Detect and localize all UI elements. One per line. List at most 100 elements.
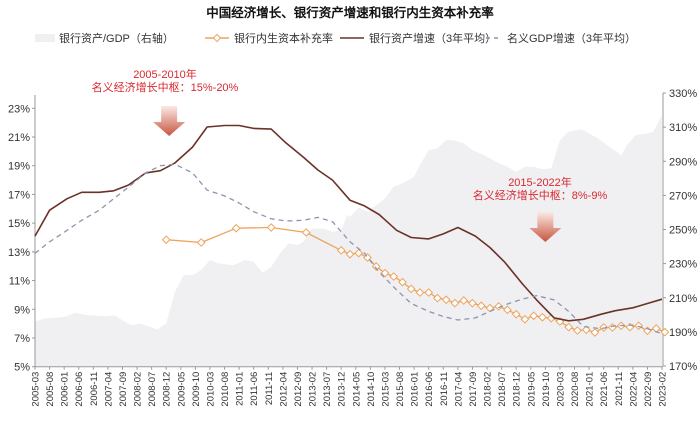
data-point-marker	[196, 238, 206, 247]
x-tick-label: 2005-08	[45, 372, 56, 407]
right-tick-label: 250%	[669, 225, 697, 237]
x-tick-label: 2005-03	[31, 372, 42, 407]
left-tick-label: 23%	[8, 103, 30, 115]
data-point-marker	[266, 223, 276, 232]
left-tick-label: 13%	[8, 247, 30, 259]
area-layer	[35, 115, 662, 367]
right-tick-label: 330%	[669, 88, 697, 100]
annotation-period: 2005-2010年	[133, 67, 197, 81]
x-tick-label: 2022-09	[643, 372, 654, 407]
x-tick-label: 2020-03	[555, 372, 566, 407]
area-bank-assets-gdp	[35, 115, 662, 367]
data-point-marker	[494, 302, 504, 311]
data-point-marker	[450, 298, 460, 308]
left-tick-label: 5%	[14, 362, 30, 374]
left-tick-label: 7%	[14, 333, 30, 345]
data-point-marker	[301, 228, 311, 237]
axes: 5% 7% 9% 11% 13% 15% 17% 19% 21% 23% 170% 190% 210% 2…	[8, 88, 697, 407]
x-tick-label: 2013-07	[322, 372, 333, 407]
x-tick-label: 2008-07	[147, 372, 158, 407]
x-tick-label: 2013-02	[308, 372, 319, 407]
right-tick-label: 190%	[669, 327, 697, 339]
data-point-marker	[354, 248, 364, 258]
x-tick-label: 2012-09	[293, 372, 304, 407]
data-point-marker	[529, 311, 539, 321]
x-tick-label: 2006-11	[89, 372, 100, 406]
x-tick-label: 2015-03	[380, 372, 391, 407]
x-tick-label: 2013-12	[337, 372, 348, 407]
x-tick-label: 2007-09	[118, 372, 129, 407]
x-tick-label: 2017-09	[468, 372, 479, 407]
data-point-marker	[441, 295, 451, 305]
data-point-marker	[406, 284, 416, 294]
x-tick-label: 2008-02	[133, 372, 144, 407]
data-point-marker	[424, 288, 434, 297]
x-tick-label: 2006-01	[60, 372, 71, 407]
x-tick-label: 2010-08	[220, 372, 231, 407]
x-tick-label: 2019-10	[541, 372, 552, 407]
legend-label: 银行资产/GDP（右轴）	[59, 31, 174, 45]
x-tick-label: 2014-10	[366, 372, 377, 407]
annotation-period: 2015-2022年	[508, 175, 572, 189]
left-tick-label: 15%	[8, 218, 30, 230]
x-tick-label: 2006-06	[74, 372, 85, 407]
right-tick-label: 230%	[669, 259, 697, 271]
annotation-growth-center: 名义经济增长中枢：15%-20%	[92, 80, 239, 94]
data-point-marker	[590, 328, 600, 337]
data-point-marker	[581, 325, 591, 335]
data-point-marker	[433, 293, 442, 303]
data-point-marker	[520, 314, 530, 324]
data-point-marker	[345, 249, 355, 259]
legend-label: 名义GDP增速（3年平均）	[507, 31, 636, 45]
data-point-marker	[231, 223, 241, 233]
arrow-down-icon	[153, 106, 186, 136]
x-tick-label: 2021-01	[585, 372, 596, 407]
right-tick-label: 210%	[669, 293, 697, 305]
x-tick-label: 2022-04	[628, 372, 639, 407]
x-tick-label: 2018-12	[512, 372, 523, 407]
legend-swatch-area	[35, 34, 55, 42]
right-tick-label: 310%	[669, 122, 697, 134]
x-tick-label: 2023-02	[658, 372, 669, 407]
x-tick-label: 2020-08	[570, 372, 581, 407]
data-point-marker	[511, 309, 521, 319]
data-point-marker	[398, 277, 407, 287]
x-tick-label: 2017-04	[453, 372, 464, 407]
legend-label: 银行资产增速（3年平均）	[369, 31, 496, 45]
data-point-marker	[503, 305, 512, 315]
legend: 银行资产/GDP（右轴） 银行内生资本补充率 银行资产增速（3年平均） 名义GDP增速…	[35, 31, 636, 45]
left-tick-label: 9%	[14, 304, 30, 316]
line-nominal-gdp-growth	[34, 163, 663, 335]
right-tick-label: 270%	[669, 190, 697, 202]
left-tick-label: 17%	[8, 189, 30, 201]
x-tick-label: 2019-05	[526, 372, 537, 407]
left-tick-label: 11%	[9, 276, 30, 288]
x-tick-label: 2011-11	[264, 372, 275, 405]
left-tick-label: 19%	[8, 161, 30, 173]
data-point-marker	[371, 262, 381, 271]
x-tick-label: 2015-08	[395, 372, 406, 407]
data-point-marker	[380, 268, 390, 278]
x-tick-label: 2021-11	[614, 372, 625, 406]
x-tick-label: 2010-03	[205, 372, 216, 407]
x-tick-label: 2018-07	[497, 372, 508, 407]
legend-label: 银行内生资本补充率	[234, 31, 333, 45]
x-tick-label: 2011-06	[249, 372, 260, 406]
data-point-marker	[161, 235, 171, 245]
right-tick-label: 170%	[669, 361, 697, 373]
arrow-down-icon	[529, 212, 562, 242]
data-point-marker	[336, 246, 346, 255]
left-tick-label: 21%	[8, 132, 30, 144]
data-point-marker	[476, 301, 486, 311]
x-tick-label: 2008-12	[162, 372, 173, 407]
data-point-marker	[389, 272, 399, 281]
x-tick-label: 2016-11	[439, 372, 450, 406]
x-tick-label: 2007-04	[103, 372, 114, 407]
annotation-growth-center: 名义经济增长中枢：8%-9%	[473, 188, 608, 202]
x-tick-label: 2018-02	[483, 372, 494, 407]
data-point-marker	[651, 324, 661, 333]
x-tick-label: 2014-05	[351, 372, 362, 407]
x-tick-label: 2016-01	[410, 372, 421, 407]
